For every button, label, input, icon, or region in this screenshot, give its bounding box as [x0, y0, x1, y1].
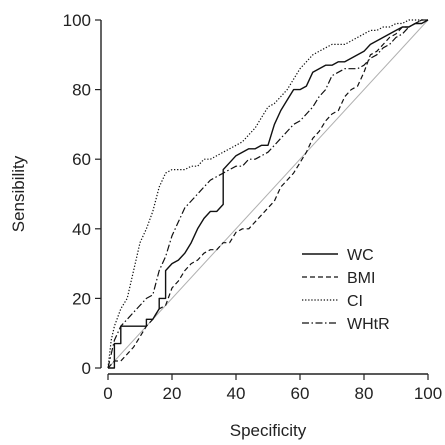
y-tick-label: 20: [72, 289, 91, 308]
x-axis-label: Specificity: [230, 421, 307, 440]
y-tick-label: 100: [63, 11, 91, 30]
y-tick-label: 80: [72, 81, 91, 100]
x-tick-label: 0: [103, 384, 112, 403]
legend-label-ci: CI: [347, 293, 363, 310]
y-tick-label: 60: [72, 150, 91, 169]
y-axis-label: Sensibility: [9, 155, 28, 232]
x-tick-label: 100: [414, 384, 442, 403]
x-tick-label: 40: [227, 384, 246, 403]
series-line-bmi: [107, 19, 428, 369]
series-line-whtr: [107, 19, 428, 369]
legend-label-wc: WC: [347, 247, 374, 264]
legend-label-whtr: WHtR: [347, 316, 390, 333]
x-tick-label: 80: [355, 384, 374, 403]
series-line-wc: [108, 19, 429, 369]
series-line-ci: [107, 19, 428, 369]
x-tick-label: 20: [163, 384, 182, 403]
legend-label-bmi: BMI: [347, 270, 375, 287]
y-tick-label: 0: [82, 359, 91, 378]
y-tick-label: 40: [72, 220, 91, 239]
reference-diagonal-line: [107, 19, 429, 369]
x-tick-label: 60: [291, 384, 310, 403]
legend: WC BMI CI WHtR: [302, 247, 390, 333]
